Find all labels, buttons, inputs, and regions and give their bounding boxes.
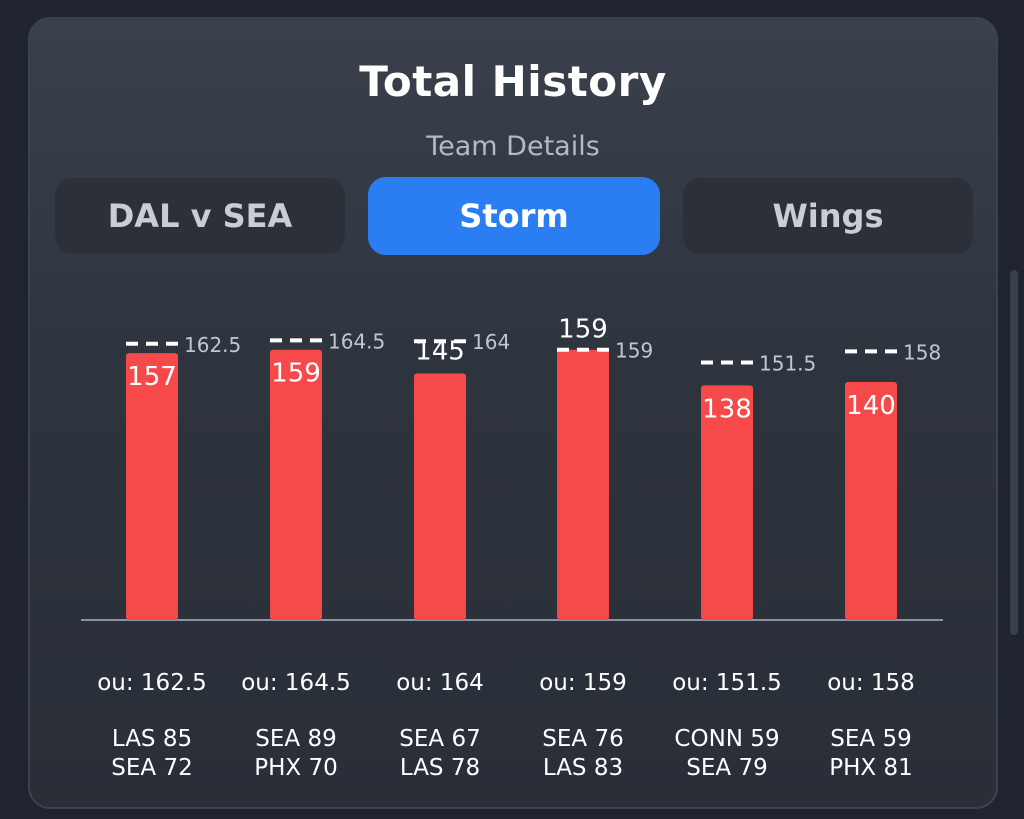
- bar-value-label: 140: [846, 391, 896, 421]
- score-line-1: SEA 76: [542, 726, 623, 752]
- tab-storm[interactable]: Storm: [368, 177, 660, 255]
- ou-line-label: 164.5: [328, 329, 385, 353]
- score-line-2: SEA 72: [111, 755, 192, 781]
- ou-label: ou: 158: [827, 670, 915, 696]
- bar: [557, 349, 609, 620]
- bar: [126, 353, 178, 620]
- ou-label: ou: 164: [396, 670, 484, 696]
- score-line-1: SEA 59: [830, 726, 911, 752]
- score-line-1: SEA 89: [255, 726, 336, 752]
- score-line-2: PHX 81: [829, 755, 913, 781]
- ou-label: ou: 162.5: [97, 670, 207, 696]
- score-line-2: PHX 70: [254, 755, 338, 781]
- ou-label: ou: 151.5: [672, 670, 782, 696]
- bar-value-label: 159: [271, 359, 321, 389]
- ou-line-label: 159: [615, 339, 653, 363]
- score-line-2: SEA 79: [686, 755, 767, 781]
- ou-label: ou: 159: [539, 670, 627, 696]
- page-subtitle: Team Details: [426, 131, 600, 162]
- bar-value-label: 138: [702, 394, 752, 424]
- bar: [845, 382, 897, 620]
- page-title: Total History: [359, 57, 667, 106]
- ou-line-label: 162.5: [184, 333, 241, 357]
- bar-value-label: 157: [127, 362, 177, 392]
- tab-dal-v-sea[interactable]: DAL v SEA: [54, 177, 346, 255]
- ou-line-label: 164: [472, 330, 510, 354]
- bar-value-label: 159: [558, 315, 608, 345]
- score-line-1: CONN 59: [674, 726, 779, 752]
- total-history-card: Total History Team Details DAL v SEA Sto…: [28, 17, 998, 809]
- ou-label: ou: 164.5: [241, 670, 351, 696]
- bar: [270, 349, 322, 620]
- ou-line-label: 158: [903, 340, 941, 364]
- scrollbar[interactable]: [1010, 270, 1018, 635]
- bar: [701, 385, 753, 620]
- score-line-2: LAS 83: [543, 755, 623, 781]
- score-line-1: LAS 85: [112, 726, 192, 752]
- score-line-2: LAS 78: [400, 755, 480, 781]
- ou-line-label: 151.5: [759, 351, 816, 375]
- score-line-1: SEA 67: [399, 726, 480, 752]
- bar: [414, 373, 466, 620]
- tab-wings[interactable]: Wings: [682, 177, 974, 255]
